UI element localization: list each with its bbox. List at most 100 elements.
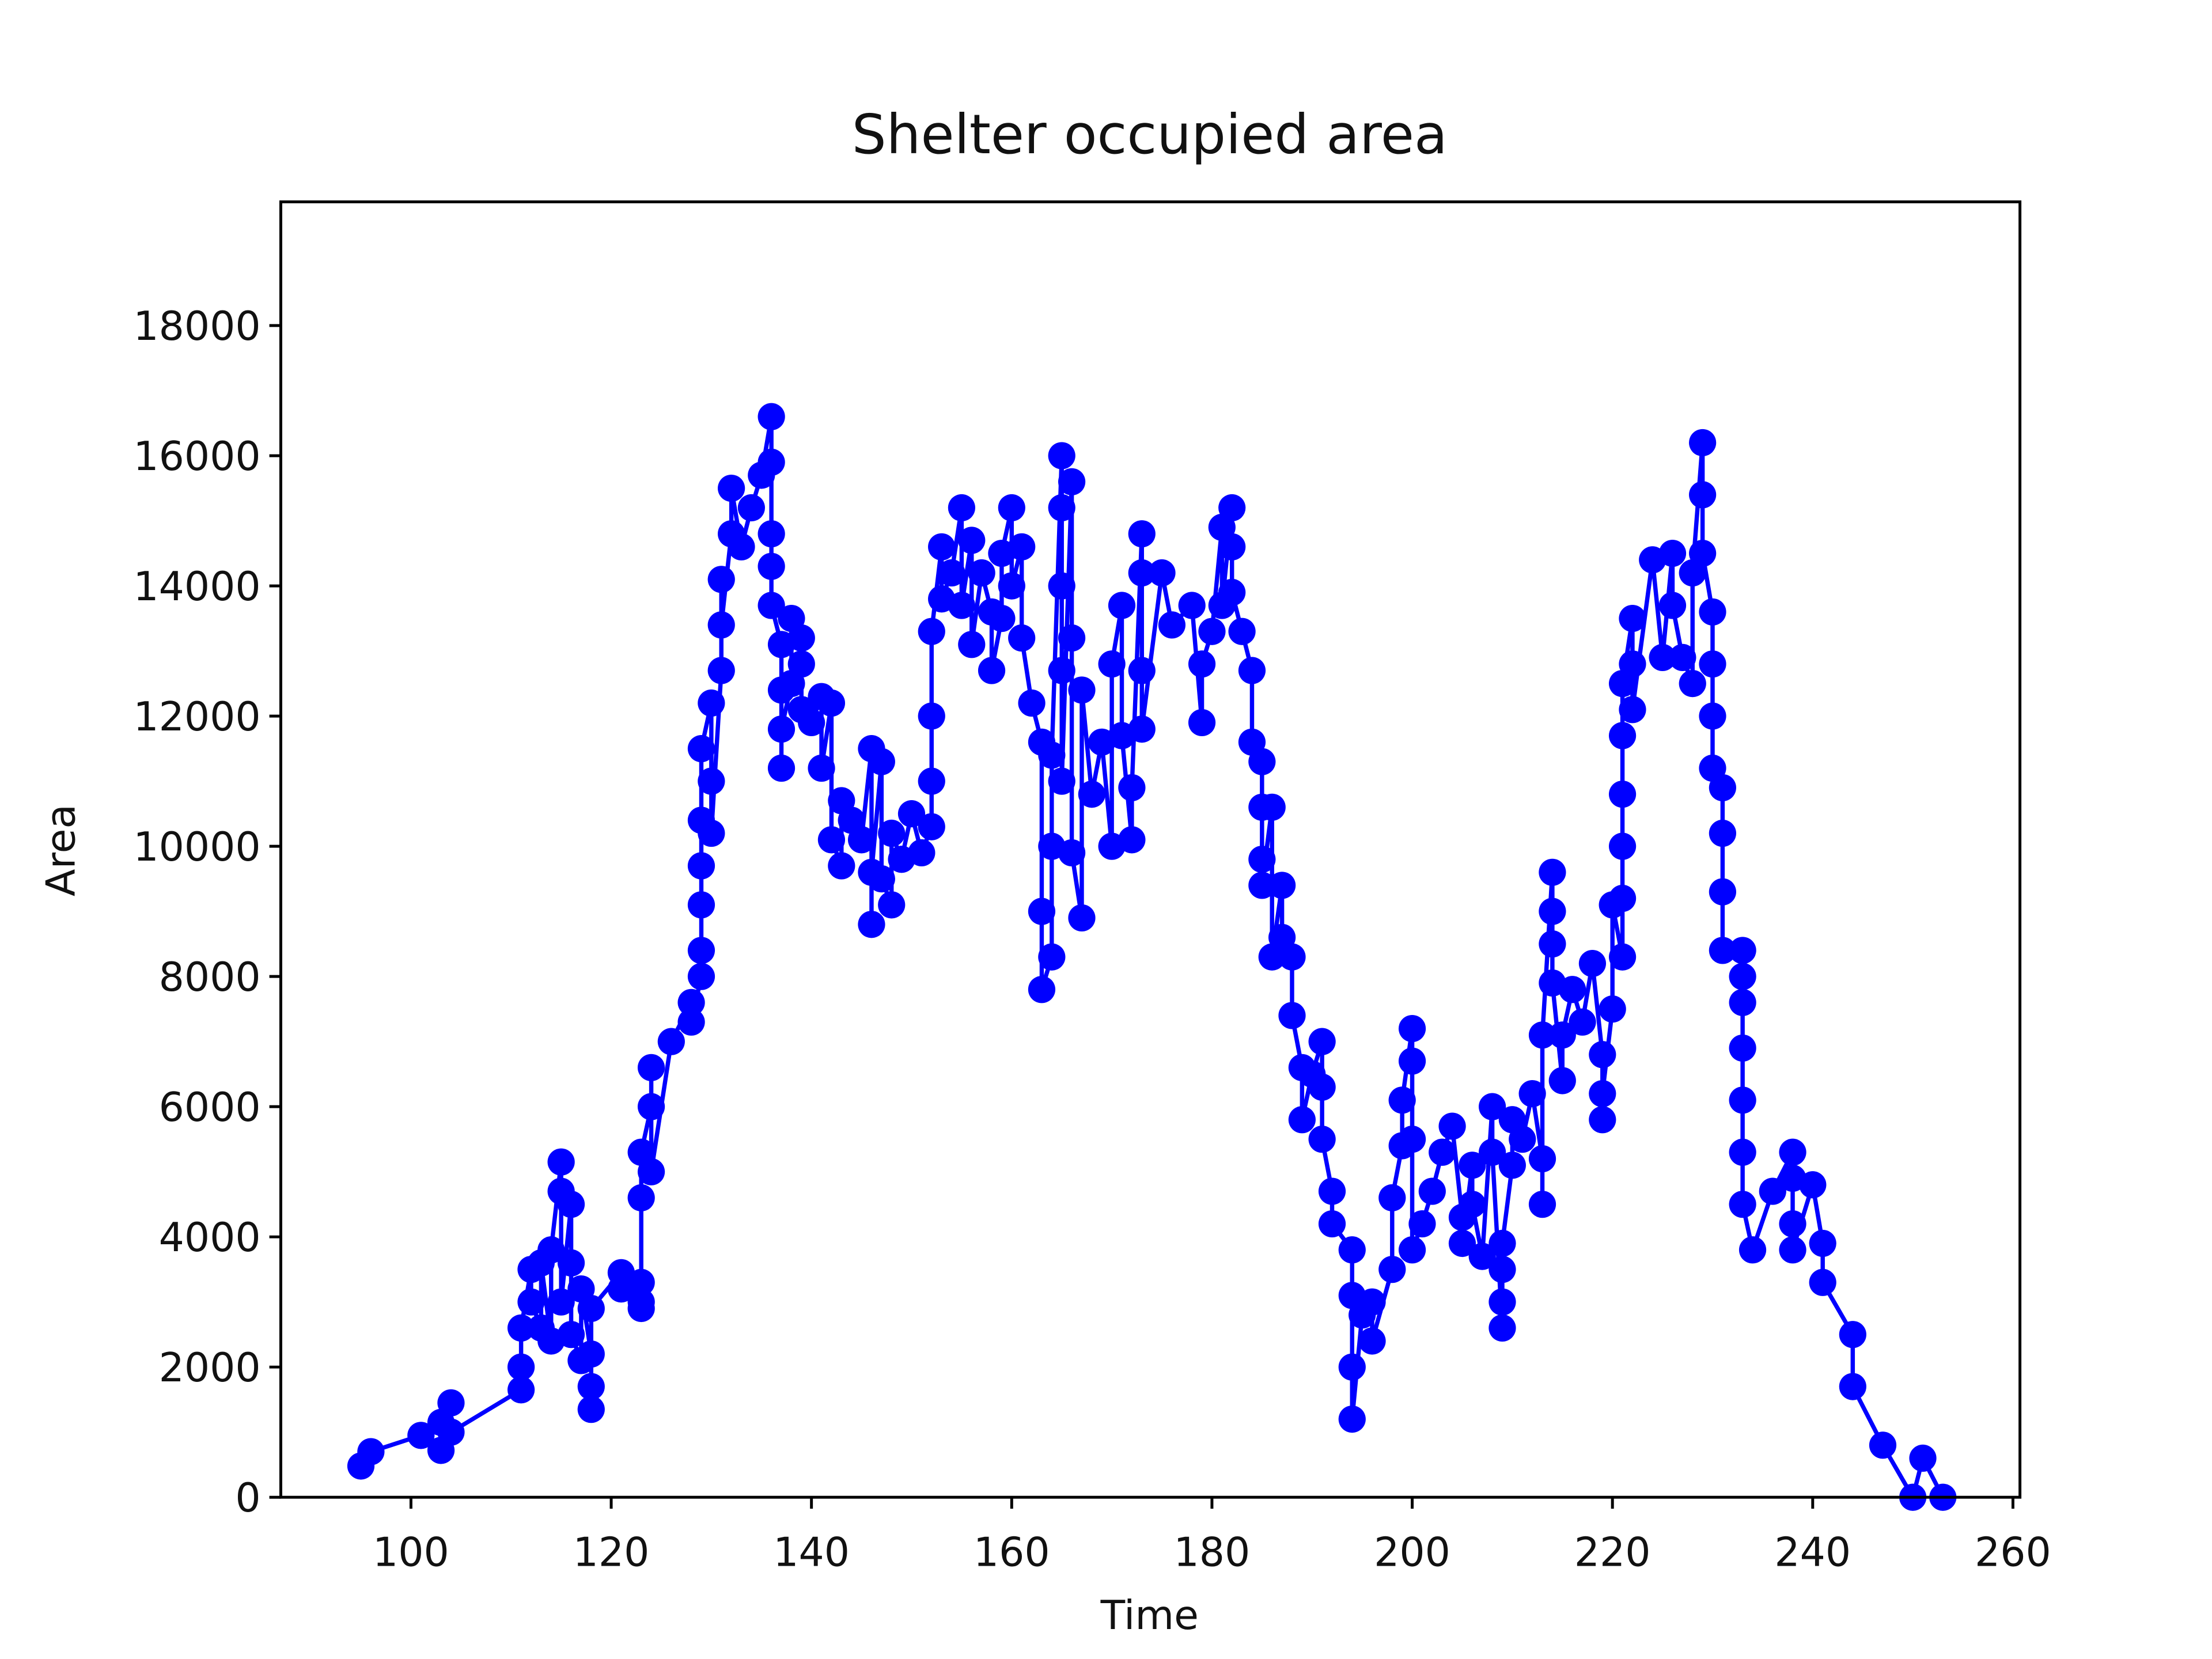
data-point xyxy=(958,527,986,554)
data-point xyxy=(1699,702,1726,730)
data-point xyxy=(1218,578,1246,607)
data-point xyxy=(1479,1138,1506,1166)
data-point xyxy=(1188,650,1216,678)
data-point xyxy=(718,474,745,502)
data-point xyxy=(1658,540,1687,567)
data-point xyxy=(1398,1236,1426,1264)
data-point xyxy=(958,631,986,658)
data-point xyxy=(1228,618,1256,645)
data-point xyxy=(707,611,735,639)
data-point xyxy=(1548,1021,1576,1049)
data-point xyxy=(757,448,785,476)
data-point xyxy=(1459,1191,1486,1218)
data-point xyxy=(1479,1093,1506,1120)
data-point xyxy=(1338,1236,1366,1264)
data-point xyxy=(677,988,705,1016)
data-point xyxy=(1589,1041,1616,1069)
data-point xyxy=(1008,533,1036,560)
x-tick-label: 200 xyxy=(1374,1529,1450,1575)
data-point xyxy=(737,494,765,522)
data-point xyxy=(1518,1080,1546,1108)
data-point xyxy=(1178,592,1206,619)
data-point xyxy=(1118,774,1146,802)
data-point xyxy=(1248,748,1276,775)
x-tick-label: 100 xyxy=(373,1529,449,1575)
data-point xyxy=(1528,1145,1556,1173)
data-point xyxy=(938,559,965,587)
x-tick-label: 160 xyxy=(974,1529,1050,1575)
y-tick-label: 14000 xyxy=(133,563,260,610)
y-tick-label: 12000 xyxy=(133,694,260,740)
data-point xyxy=(1509,1126,1536,1153)
data-point xyxy=(1548,1067,1576,1094)
data-point xyxy=(627,1268,655,1296)
data-point xyxy=(1498,1152,1526,1179)
data-point xyxy=(557,1321,585,1349)
data-point xyxy=(1689,540,1717,567)
data-point xyxy=(948,592,975,619)
data-point xyxy=(1619,650,1646,678)
data-point xyxy=(1398,1126,1426,1153)
data-point xyxy=(1068,676,1096,704)
data-point xyxy=(928,533,956,560)
data-point xyxy=(1869,1431,1897,1459)
data-point xyxy=(687,963,715,990)
data-point xyxy=(1488,1229,1516,1257)
data-point xyxy=(868,748,895,775)
data-point xyxy=(507,1353,535,1381)
data-point xyxy=(918,702,945,730)
y-tick-label: 6000 xyxy=(159,1084,261,1131)
data-point xyxy=(627,1294,655,1323)
data-point xyxy=(627,1184,655,1211)
data-point xyxy=(1198,618,1226,645)
data-point xyxy=(808,754,835,782)
data-point xyxy=(1008,624,1036,652)
data-point xyxy=(1338,1353,1366,1381)
data-point xyxy=(1248,872,1276,899)
data-point xyxy=(1378,1184,1406,1211)
data-point xyxy=(657,1028,685,1055)
data-point xyxy=(547,1148,575,1176)
y-tick-label: 16000 xyxy=(133,433,260,480)
data-point xyxy=(1078,781,1105,808)
data-point xyxy=(1599,995,1626,1023)
x-tick-label: 120 xyxy=(573,1529,650,1575)
data-point xyxy=(1539,858,1566,886)
data-point xyxy=(1689,481,1717,509)
plot-frame xyxy=(279,200,2022,1499)
data-point xyxy=(577,1340,605,1368)
chart-title: Shelter occupied area xyxy=(852,103,1448,166)
data-point xyxy=(1779,1138,1806,1166)
data-point xyxy=(1318,1177,1346,1205)
data-point xyxy=(767,754,796,782)
data-point xyxy=(637,1054,665,1081)
data-point xyxy=(1278,1002,1306,1029)
data-point xyxy=(1779,1210,1806,1238)
data-point xyxy=(537,1236,565,1264)
data-point xyxy=(1278,943,1306,971)
data-point xyxy=(707,657,735,684)
data-point xyxy=(1398,1014,1426,1043)
data-point xyxy=(728,533,755,560)
data-point xyxy=(1729,963,1756,990)
data-point xyxy=(757,403,785,430)
data-point xyxy=(1658,592,1687,619)
data-point xyxy=(698,819,725,847)
data-point xyxy=(1589,1080,1616,1108)
data-point xyxy=(1608,832,1637,860)
data-point xyxy=(577,1294,605,1323)
data-point xyxy=(1308,1028,1336,1055)
data-point xyxy=(687,891,715,919)
data-point xyxy=(1839,1321,1866,1349)
data-point xyxy=(918,813,945,840)
data-point xyxy=(547,1288,575,1316)
data-point xyxy=(1468,1243,1496,1270)
data-point xyxy=(1238,657,1266,684)
data-point xyxy=(1158,611,1186,639)
data-point xyxy=(1358,1288,1386,1316)
data-point xyxy=(1729,988,1756,1016)
data-point xyxy=(1148,559,1176,587)
